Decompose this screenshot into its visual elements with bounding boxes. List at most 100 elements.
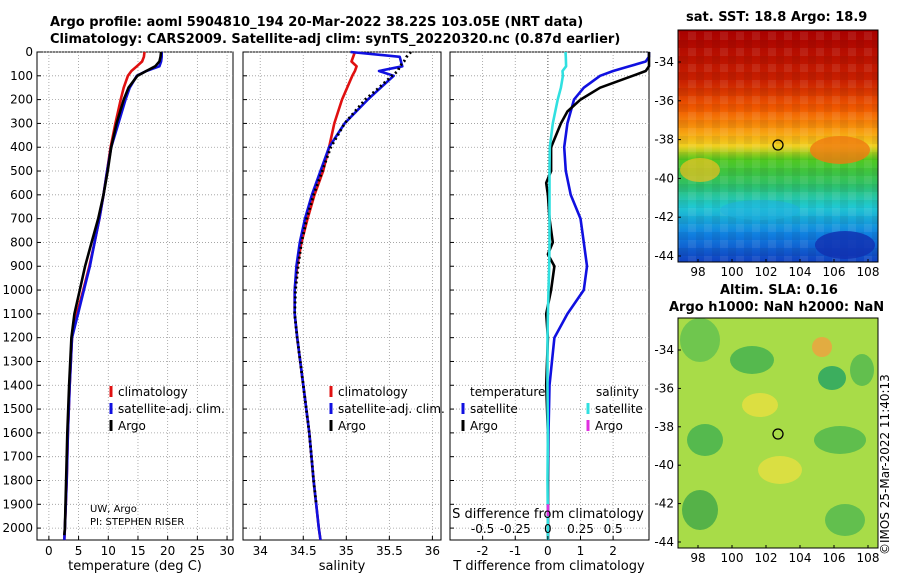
map-tick-label-x: 104 — [789, 551, 812, 565]
temperature-series — [63, 51, 163, 541]
tick-label-salinity: 0.25 — [567, 522, 594, 536]
temperature-ticks: 0 5 10 15 20 25 300100200300400500600700800900… — [2, 45, 234, 558]
tick-label-y: 1900 — [2, 497, 33, 511]
map-tick-label-y: -34 — [654, 55, 674, 69]
sst-map: 98 100 102 104 106 108 -34 -36 -38 -40 -42 -44 — [654, 29, 879, 279]
map-tick-label-y: -42 — [654, 210, 674, 224]
argo-location-marker — [772, 139, 784, 151]
temperature-axes: 0 5 10 15 20 25 300100200300400500600700800900… — [2, 45, 234, 574]
map-tick-label-y: -42 — [654, 497, 674, 511]
series-line-argo — [293, 51, 412, 505]
tick-label-y: 800 — [10, 235, 33, 249]
legend-label-climatology: climatology — [118, 385, 188, 399]
legend-label-argo: Argo — [338, 419, 366, 433]
series-line-t-argo — [544, 52, 651, 540]
legend-label-satellite: satellite-adj. clim. — [338, 402, 445, 416]
temperature-legend: climatology satellite-adj. clim. Argo — [109, 385, 225, 433]
tick-label-y: 700 — [10, 212, 33, 226]
sst-map-title: sat. SST: 18.8 Argo: 18.9 — [686, 10, 868, 25]
tick-label-y: 600 — [10, 188, 33, 202]
salinity-legend: climatology satellite-adj. clim. Argo — [329, 385, 445, 433]
sla-blob — [687, 424, 723, 456]
tick-label-x: 1 — [577, 544, 585, 558]
legend-label-satellite: satellite-adj. clim. — [118, 402, 225, 416]
map-tick-label-x: 108 — [857, 551, 880, 565]
map-tick-label-y: -36 — [654, 94, 674, 108]
tick-label-x: 34.5 — [290, 544, 317, 558]
map-tick-label-x: 106 — [823, 551, 846, 565]
map-tick-label-y: -44 — [654, 535, 674, 549]
tick-label-x: 25 — [190, 544, 205, 558]
tick-label-salinity: -0.25 — [500, 522, 531, 536]
sla-blob — [758, 456, 802, 484]
sst-blob — [680, 158, 720, 182]
difference-legend: temperature satellite Argo salinity sate… — [461, 385, 643, 433]
tick-label-y: 900 — [10, 259, 33, 273]
sla-map-title-1: Altim. SLA: 0.16 — [720, 283, 838, 298]
tick-label-x: 15 — [130, 544, 145, 558]
map-tick-label-x: 98 — [690, 551, 705, 565]
series-line-climatology — [63, 51, 146, 541]
map-tick-label-x: 98 — [690, 265, 705, 279]
tick-label-salinity: 0 — [544, 522, 552, 536]
legend-label-argo: Argo — [118, 419, 146, 433]
tick-label-y: 1800 — [2, 473, 33, 487]
legend-label-s-argo: Argo — [595, 419, 623, 433]
tick-label-y: 200 — [10, 93, 33, 107]
sla-map-frame — [677, 317, 879, 549]
tick-label-x: 5 — [75, 544, 83, 558]
sla-blob — [814, 426, 866, 454]
sla-blob — [825, 504, 865, 536]
series-line-t-satellite — [546, 52, 651, 540]
legend-label-climatology: climatology — [338, 385, 408, 399]
salinity-series — [293, 50, 412, 541]
tick-label-y: 1000 — [2, 283, 33, 297]
difference-series — [544, 51, 651, 540]
sla-blob — [812, 337, 832, 357]
difference-ticks: -2 -1 0 1 2 -0.5 -0.25 0 0.25 0.5 — [450, 51, 623, 558]
tick-label-y: 400 — [10, 140, 33, 154]
difference-xlabel-salinity: S difference from climatology — [452, 507, 644, 522]
tick-label-y: 2000 — [2, 521, 33, 535]
legend-label-t-satellite: satellite — [470, 402, 518, 416]
series-line-s-satellite — [546, 51, 568, 540]
legend-label-s-satellite: satellite — [595, 402, 643, 416]
map-tick-label-y: -36 — [654, 381, 674, 395]
map-tick-label-x: 102 — [755, 265, 778, 279]
tick-label-salinity: 0.5 — [604, 522, 623, 536]
legend-label-t-argo: Argo — [470, 419, 498, 433]
map-tick-label-y: -34 — [654, 343, 674, 357]
salinity-grid — [243, 51, 441, 540]
tick-label-y: 500 — [10, 164, 33, 178]
tick-label-x: 30 — [219, 544, 234, 558]
tick-label-y: 100 — [10, 69, 33, 83]
temperature-xlabel: temperature (deg C) — [68, 559, 202, 574]
tick-label-y: 300 — [10, 116, 33, 130]
map-tick-label-x: 100 — [721, 551, 744, 565]
sst-map-ticks: 98 100 102 104 106 108 -34 -36 -38 -40 -42 -44 — [654, 55, 879, 279]
tick-label-y: 0 — [25, 45, 33, 59]
tick-label-y: 1200 — [2, 331, 33, 345]
sla-map-ticks: 98 100 102 104 106 108 -34 -36 -38 -40 -42 -44 — [654, 343, 879, 565]
tick-label-y: 1600 — [2, 426, 33, 440]
sla-blob — [730, 346, 774, 374]
map-tick-label-y: -38 — [654, 133, 674, 147]
tick-label-x: -2 — [477, 544, 489, 558]
salinity-ticks: 34 34.5 35 35.5 36 — [243, 51, 440, 558]
legend-title-temperature: temperature — [470, 385, 545, 399]
map-tick-label-x: 100 — [721, 265, 744, 279]
tick-label-x: 2 — [609, 544, 617, 558]
sst-blob — [720, 200, 800, 220]
tick-label-x: 34 — [253, 544, 268, 558]
salinity-xlabel: salinity — [319, 559, 366, 574]
temperature-axes-frame — [36, 51, 234, 541]
tick-label-x: 35.5 — [376, 544, 403, 558]
map-tick-label-y: -40 — [654, 458, 674, 472]
tick-label-y: 1700 — [2, 450, 33, 464]
series-line-climatology — [293, 51, 358, 541]
title-line-1: Argo profile: aoml 5904810_194 20-Mar-20… — [50, 15, 584, 30]
tick-label-y: 1300 — [2, 354, 33, 368]
sst-blob — [810, 136, 870, 164]
sst-map-frame — [677, 29, 879, 263]
